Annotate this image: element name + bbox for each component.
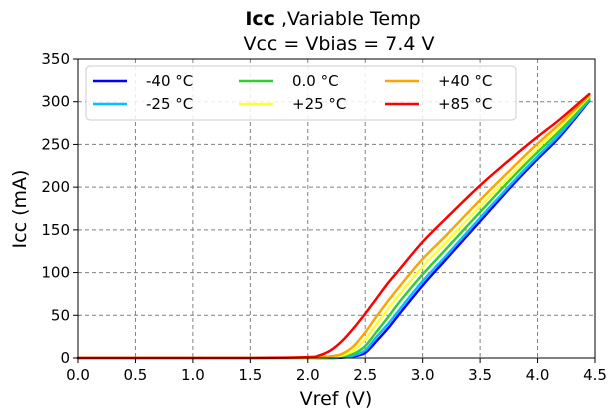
x-tick-label: 3.5	[468, 366, 492, 384]
y-tick-label: 50	[51, 306, 70, 324]
series-line-6	[76, 92, 591, 360]
chart-title-bold: Icc	[245, 8, 275, 30]
x-tick-label: 2.5	[353, 366, 377, 384]
x-tick-labels: 0.0 0.5 1.0 1.5 2.0 2.5 3.0 3.5 4.0 4.5	[66, 366, 607, 384]
legend-box	[85, 65, 517, 121]
legend-label: +40 °C	[438, 72, 492, 90]
series-line-2	[76, 98, 591, 360]
x-tick-label: 0.0	[66, 366, 90, 384]
x-tick-label: 0.5	[124, 366, 148, 384]
plot-frame	[77, 58, 596, 359]
y-tick-label: 250	[41, 135, 70, 153]
legend-label: -25 °C	[146, 95, 193, 113]
y-tick-label: 100	[41, 264, 70, 282]
chart-title: Icc ,Variable Temp	[245, 8, 420, 30]
series-lines	[76, 92, 591, 360]
y-tick-label: 200	[41, 178, 70, 196]
legend-label: 0.0 °C	[292, 72, 339, 90]
x-tick-label: 3.0	[411, 366, 435, 384]
y-tick-labels: 0 50 100 150 200 250 300 350	[41, 50, 70, 367]
x-tick-label: 4.5	[583, 366, 607, 384]
y-tick-label: 300	[41, 93, 70, 111]
legend: -40 °C -25 °C 0.0 °C +25 °C +40 °C +85 °C	[85, 65, 517, 121]
y-tick-label: 150	[41, 221, 70, 239]
x-axis-label: Vref (V)	[300, 388, 373, 410]
chart-subtitle: Vcc = Vbias = 7.4 V	[243, 33, 434, 55]
legend-label: +25 °C	[292, 95, 346, 113]
x-tick-label: 2.0	[296, 366, 320, 384]
legend-label: -40 °C	[146, 72, 193, 90]
legend-label: +85 °C	[438, 95, 492, 113]
axes	[73, 58, 596, 363]
x-tick-label: 1.0	[181, 366, 205, 384]
y-tick-label: 0	[60, 349, 70, 367]
x-tick-label: 4.0	[526, 366, 550, 384]
series-line-4	[76, 95, 591, 360]
chart-title-rest: ,Variable Temp	[275, 8, 421, 30]
y-axis-label: Icc (mA)	[9, 170, 31, 249]
series-line-3	[76, 97, 591, 360]
x-tick-label: 1.5	[238, 366, 262, 384]
series-line-5	[76, 94, 591, 360]
y-tick-label: 350	[41, 50, 70, 68]
